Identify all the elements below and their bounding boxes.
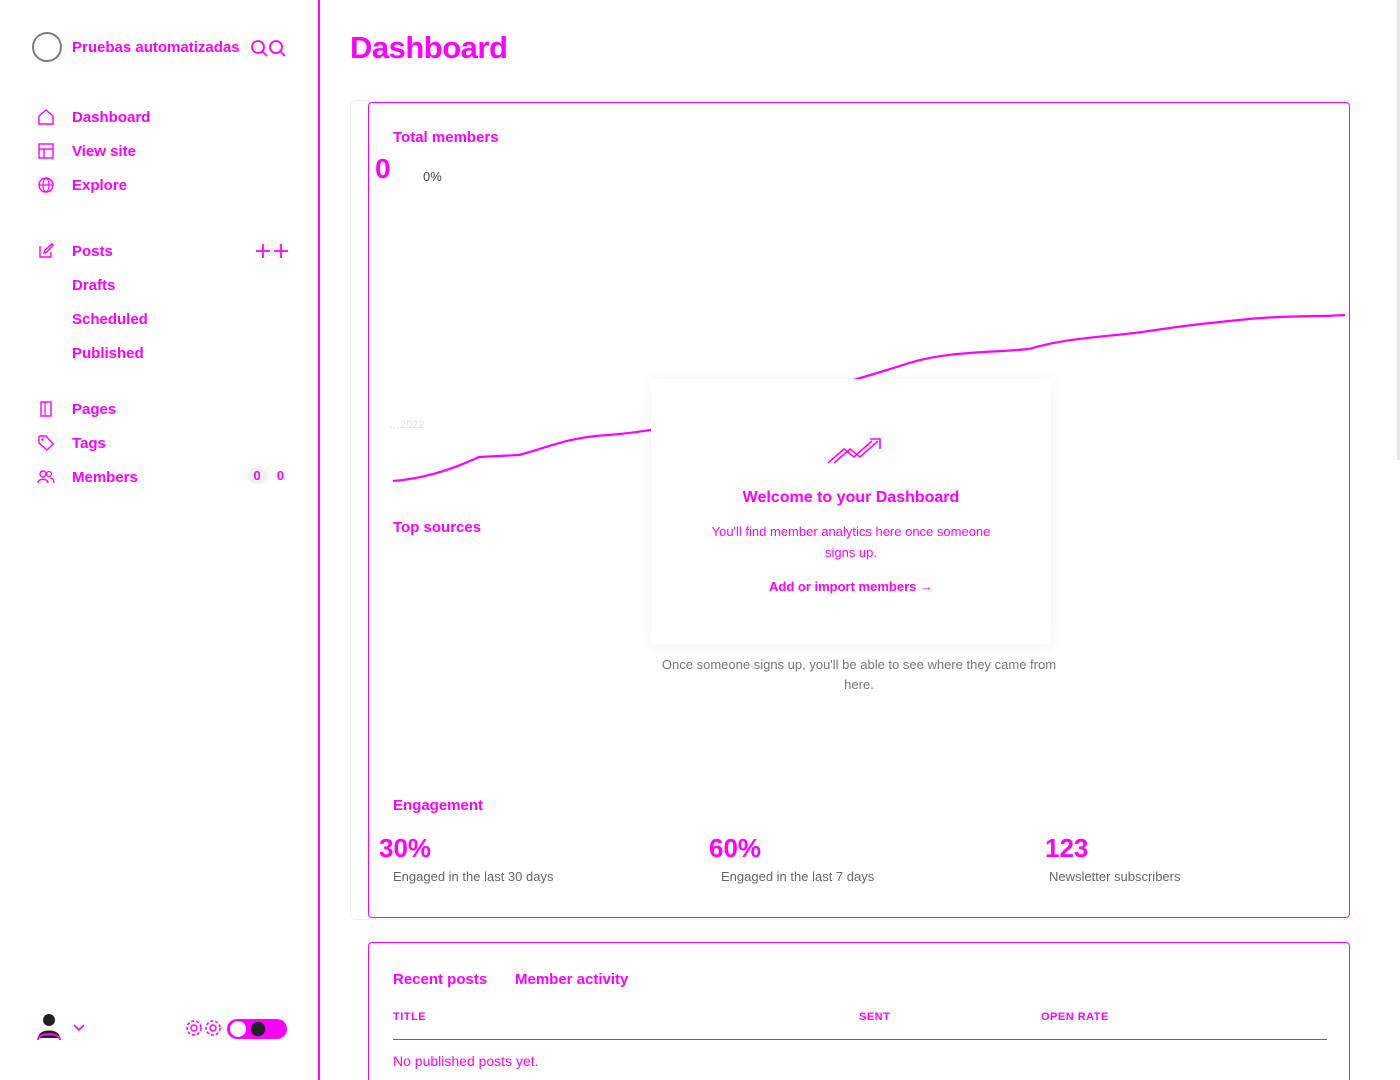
chevron-down-icon[interactable] xyxy=(72,1020,86,1034)
search-icon[interactable] xyxy=(250,38,290,60)
engagement-30d-label: Engaged in the last 30 days xyxy=(393,869,554,884)
nav-item-view-site[interactable]: View site xyxy=(36,134,296,168)
no-posts-message: No published posts yet. xyxy=(393,1053,539,1069)
settings-icon[interactable] xyxy=(184,1017,224,1039)
scrollbar[interactable] xyxy=(1397,0,1400,460)
add-members-link[interactable]: Add or import members → xyxy=(769,579,933,594)
newsletter-subscribers-label: Newsletter subscribers xyxy=(1049,869,1181,884)
nav-item-members[interactable]: Members 0 0 xyxy=(36,460,296,494)
chart-axis-start: …2022 xyxy=(389,419,425,431)
total-members-value: 0 xyxy=(375,153,391,184)
user-avatar-icon[interactable] xyxy=(36,1010,64,1044)
engagement-label: Engagement xyxy=(393,797,484,814)
members-line-chart xyxy=(392,313,1346,483)
nav-label: Explore xyxy=(72,176,128,194)
home-icon xyxy=(36,107,56,127)
nav-item-posts[interactable]: Posts xyxy=(36,234,296,268)
main-content: Dashboard Total members 0 0% …2022 Welco… xyxy=(320,0,1400,1080)
welcome-title: Welcome to your Dashboard xyxy=(742,489,960,506)
column-open-rate: OPEN RATE xyxy=(1041,1011,1109,1023)
trend-up-icon xyxy=(827,438,881,464)
recent-posts-card: Recent posts Member activity TITLE SENT … xyxy=(368,942,1350,1080)
total-members-change: 0% xyxy=(423,169,442,184)
nav-label: Dashboard xyxy=(72,108,151,126)
brand[interactable]: Pruebas automatizadas xyxy=(32,32,240,62)
newsletter-subscribers-value: 123 xyxy=(1045,833,1089,863)
top-sources-label: Top sources xyxy=(393,519,482,536)
edit-icon xyxy=(36,241,56,261)
total-members-label: Total members xyxy=(393,129,499,146)
page-title: Dashboard xyxy=(350,30,508,65)
tab-recent-posts[interactable]: Recent posts xyxy=(393,971,488,988)
nav-item-drafts[interactable]: Drafts xyxy=(36,268,296,302)
nav-label: Pages xyxy=(72,400,117,418)
nav-item-pages[interactable]: Pages xyxy=(36,392,296,426)
nav-label: View site xyxy=(72,142,136,160)
nav-item-scheduled[interactable]: Scheduled xyxy=(36,302,296,336)
nav-label: Scheduled xyxy=(72,310,148,328)
members-icon xyxy=(36,467,56,487)
welcome-text: You'll find member analytics here once s… xyxy=(711,524,991,560)
main-nav: Dashboard View site Explore Posts xyxy=(36,100,296,494)
welcome-popover: Welcome to your Dashboard You'll find me… xyxy=(651,379,1051,644)
members-trend-line xyxy=(392,313,1346,483)
engagement-30d-value: 30% xyxy=(379,833,432,863)
nav-label: Posts xyxy=(72,242,113,260)
site-logo xyxy=(32,32,62,62)
column-sent: SENT xyxy=(859,1011,891,1023)
table-divider xyxy=(393,1039,1327,1040)
site-name: Pruebas automatizadas xyxy=(72,38,240,56)
nav-label: Members xyxy=(72,468,138,486)
globe-icon xyxy=(36,175,56,195)
nav-label: Tags xyxy=(72,434,106,452)
pages-icon xyxy=(36,399,56,419)
nav-item-dashboard[interactable]: Dashboard xyxy=(36,100,296,134)
members-count-badge: 0 0 xyxy=(247,467,284,484)
tag-icon xyxy=(36,433,56,453)
nav-item-published[interactable]: Published xyxy=(36,336,296,370)
nav-label: Published xyxy=(72,344,144,362)
nav-item-tags[interactable]: Tags xyxy=(36,426,296,460)
analytics-card: Total members 0 0% …2022 Welcome to your… xyxy=(368,102,1350,918)
sidebar: Pruebas automatizadas Dashboard View sit… xyxy=(0,0,320,1080)
dark-mode-toggle[interactable] xyxy=(226,1018,288,1040)
tab-member-activity[interactable]: Member activity xyxy=(515,971,629,988)
top-sources-empty: Once someone signs up, you'll be able to… xyxy=(661,657,1057,692)
layout-icon xyxy=(36,141,56,161)
column-title: TITLE xyxy=(393,1011,427,1023)
engagement-7d-label: Engaged in the last 7 days xyxy=(721,869,875,884)
new-post-plus-icon[interactable] xyxy=(254,241,290,261)
nav-label: Drafts xyxy=(72,276,116,294)
engagement-7d-value: 60% xyxy=(709,833,762,863)
nav-item-explore[interactable]: Explore xyxy=(36,168,296,202)
